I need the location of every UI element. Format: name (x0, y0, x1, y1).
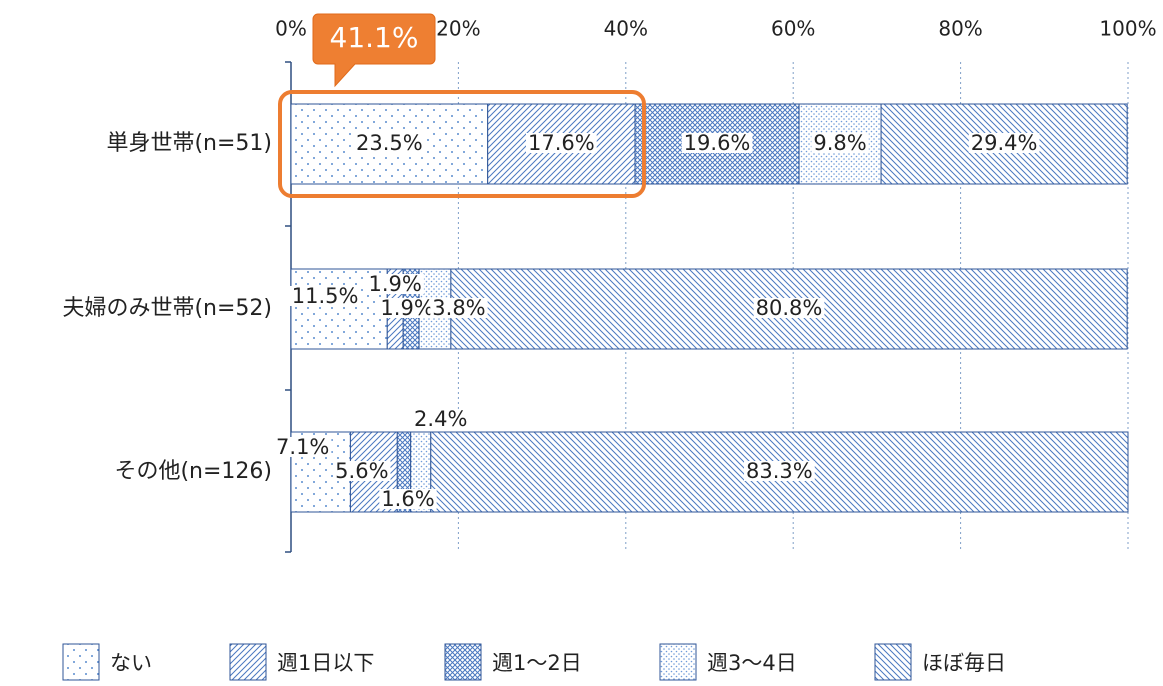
value-label: 29.4% (971, 131, 1038, 155)
value-label: 83.3% (746, 459, 813, 483)
value-label: 9.8% (813, 131, 866, 155)
label-bg (430, 298, 488, 318)
x-tick-label: 60% (771, 17, 815, 41)
annotation: 41.1% (330, 21, 419, 54)
x-tick-label: 20% (436, 17, 480, 41)
category-label: 夫婦のみ世帯(n=52) (62, 296, 272, 321)
value-label: 2.4% (414, 407, 467, 431)
label-bg (811, 133, 869, 153)
x-tick-label: 0% (275, 17, 307, 41)
value-label: 1.9% (380, 296, 433, 320)
value-label: 80.8% (756, 296, 823, 320)
value-label: 1.9% (369, 272, 422, 296)
value-label: 19.6% (684, 131, 751, 155)
highlight-box (278, 90, 647, 198)
value-label: 17.6% (528, 131, 595, 155)
legend-label: 週1～2日 (492, 651, 582, 675)
legend-swatch (659, 643, 697, 681)
label-bg (289, 286, 361, 306)
x-tick-label: 80% (938, 17, 982, 41)
legend-swatch (62, 643, 100, 681)
label-bg (412, 409, 470, 429)
value-label: 7.1% (276, 435, 329, 459)
category-label: その他(n=126) (114, 459, 272, 484)
label-bg (274, 437, 332, 457)
label-bg (366, 274, 424, 294)
category-label: 単身世帯(n=51) (106, 131, 272, 156)
value-label: 11.5% (292, 284, 359, 308)
value-label: 23.5% (356, 131, 423, 155)
value-label: 1.6% (381, 487, 434, 511)
value-label: 5.6% (335, 459, 388, 483)
legend-label: ない (110, 651, 152, 675)
value-label: 3.8% (432, 296, 485, 320)
legend-label: 週3～4日 (707, 651, 797, 675)
x-tick-label: 100% (1099, 17, 1156, 41)
label-bg (744, 461, 815, 481)
legend-swatch (229, 643, 267, 681)
label-bg (333, 461, 391, 481)
legend-swatch (444, 643, 482, 681)
label-bg (378, 298, 436, 318)
label-bg (379, 489, 437, 509)
legend-label: ほぼ毎日 (922, 651, 1006, 675)
callout (312, 13, 436, 88)
legend-label: 週1日以下 (277, 651, 374, 675)
label-bg (525, 133, 597, 153)
legend-swatch (874, 643, 912, 681)
x-tick-label: 40% (604, 17, 648, 41)
label-bg (681, 133, 753, 153)
label-bg (353, 133, 425, 153)
label-bg (753, 298, 825, 318)
label-bg (968, 133, 1040, 153)
